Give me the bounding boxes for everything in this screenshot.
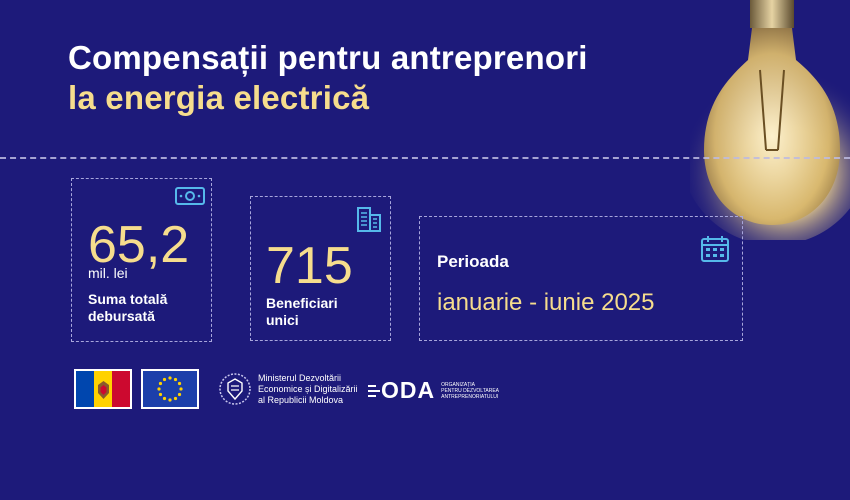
oda-full-name: Organizația pentru Dezvoltarea Antrepren… [441,382,521,400]
ministry-emblem-icon [219,373,251,405]
ministry-line-1: Ministerul Dezvoltării [258,372,342,383]
amount-label: Suma totală debursată [88,291,167,325]
ministry-name: Ministerul Dezvoltării Economice și Digi… [258,373,358,406]
light-bulb-illustration [690,0,850,240]
ministry-line-2: Economice și Digitalizării [258,383,358,394]
calendar-icon [701,236,729,262]
amount-label-line-2: debursată [88,308,155,324]
building-icon [357,207,381,232]
ministry-logo: Ministerul Dezvoltării Economice și Digi… [218,372,358,406]
eu-stars-icon [157,376,183,402]
banknote-icon [175,187,205,205]
oda-mark-icon [368,384,380,397]
oda-line-1: Organizația [441,381,476,388]
page-title: Compensații pentru antreprenori la energ… [68,38,588,118]
title-line-1: Compensații pentru antreprenori [68,39,588,76]
title-line-2: la energia electrică [68,79,370,116]
eu-flag [141,369,199,409]
period-label: Perioada [437,252,509,271]
eu-star [162,377,167,382]
ministry-line-3: al Republicii Moldova [258,394,344,405]
beneficiaries-label-line-2: unici [266,312,299,328]
eu-star [179,387,183,391]
eu-star [173,396,178,401]
eu-star [168,398,172,402]
period-value: ianuarie - iunie 2025 [437,289,655,316]
divider [0,157,850,159]
beneficiaries-label: Beneficiari unici [266,295,338,329]
oda-line-2: pentru Dezvoltarea [441,387,500,394]
amount-label-line-1: Suma totală [88,291,168,307]
eu-star [158,381,163,386]
oda-name: ODA [381,377,436,403]
beneficiaries-label-line-1: Beneficiari [266,295,338,311]
oda-line-3: Antreprenoriatului [441,393,499,400]
oda-logo: ODA Organizația pentru Dezvoltarea Antre… [367,377,521,404]
stat-card-amount: 65,2 mil. lei Suma totală debursată [71,178,212,342]
eu-star [162,396,167,401]
eu-star [168,376,172,380]
stat-card-period: Perioada ianuarie - iunie 2025 [419,216,743,341]
beneficiaries-value: 715 [266,237,353,295]
eu-star [177,381,182,386]
coat-of-arms-icon [98,381,109,399]
eu-star [177,392,182,397]
eu-star [173,377,178,382]
eu-star [158,392,163,397]
amount-value: 65,2 [88,216,190,274]
amount-unit: mil. lei [88,265,128,281]
eu-star [157,387,161,391]
moldova-flag [74,369,132,409]
stat-card-beneficiaries: 715 Beneficiari unici [250,196,391,341]
